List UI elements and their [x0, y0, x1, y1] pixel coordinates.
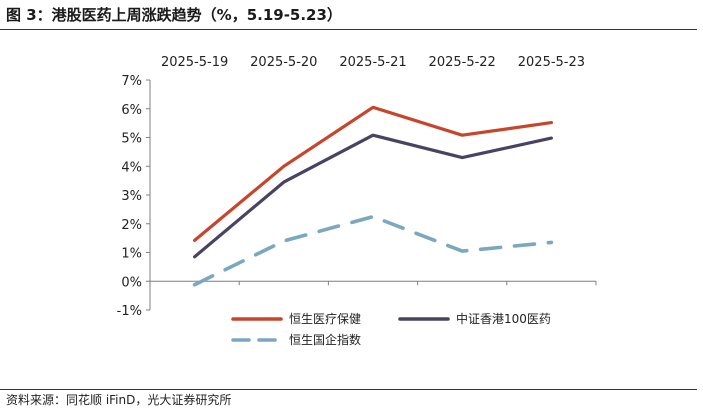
- series-line: [192, 214, 554, 287]
- x-tick-label: 2025-5-19: [161, 55, 228, 70]
- figure-title: 图 3：港股医药上周涨跌趋势（%，5.19-5.23）: [6, 6, 342, 24]
- x-tick-label: 2025-5-21: [339, 55, 406, 70]
- y-tick-label: 3%: [121, 189, 142, 204]
- source-note: 资料来源：同花顺 iFinD，光大证券研究所: [6, 393, 232, 407]
- y-tick-label: 2%: [121, 218, 142, 233]
- y-tick-label: 6%: [121, 103, 142, 118]
- y-tick-label: -1%: [117, 304, 142, 319]
- legend-label: 中证香港100医药: [456, 311, 551, 326]
- legend-label: 恒生医疗保健: [289, 312, 361, 326]
- x-tick-label: 2025-5-22: [429, 55, 496, 70]
- footer-divider: [0, 389, 697, 390]
- y-tick-label: 0%: [121, 275, 142, 290]
- y-tick-label: 7%: [121, 74, 142, 89]
- series-line: [193, 105, 554, 242]
- x-tick-label: 2025-5-23: [518, 55, 585, 70]
- y-tick-label: 5%: [121, 132, 142, 147]
- x-tick-label: 2025-5-20: [250, 55, 317, 70]
- y-tick-label: 4%: [121, 160, 142, 175]
- legend-label: 恒生国企指数: [289, 332, 361, 347]
- y-tick-label: 1%: [121, 247, 142, 262]
- title-divider: [0, 29, 697, 30]
